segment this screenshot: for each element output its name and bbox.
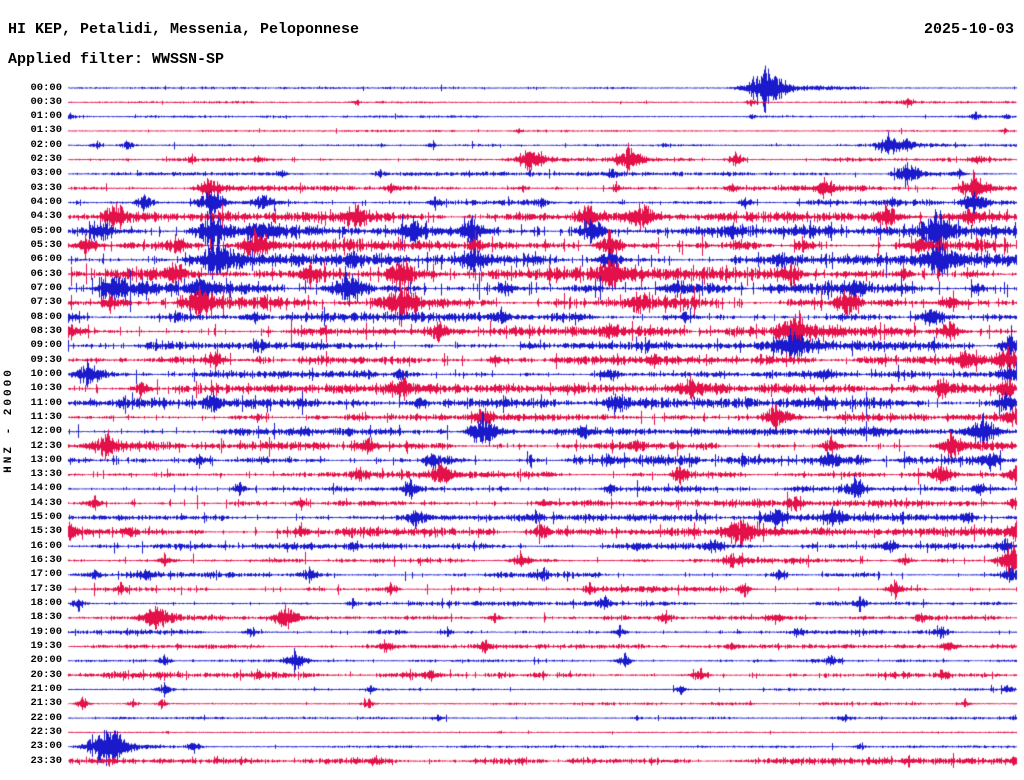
date-label: 2025-10-03 — [923, 21, 1014, 38]
time-label: 12:30 — [30, 439, 62, 452]
time-label: 07:30 — [30, 296, 62, 309]
time-label: 02:00 — [30, 138, 62, 151]
time-label: 20:30 — [30, 668, 62, 681]
time-label: 13:00 — [30, 453, 62, 466]
time-label: 08:00 — [30, 310, 62, 323]
time-label: 21:00 — [30, 682, 62, 695]
time-label: 18:00 — [30, 597, 62, 610]
time-label: 09:00 — [30, 339, 62, 352]
time-label: 03:30 — [30, 181, 62, 194]
time-label: 10:00 — [30, 367, 62, 380]
time-label: 02:30 — [30, 153, 62, 166]
time-label: 05:30 — [30, 239, 62, 252]
time-label: 04:30 — [30, 210, 62, 223]
time-label: 19:00 — [30, 625, 62, 638]
time-label: 01:00 — [30, 110, 62, 123]
time-label: 09:30 — [30, 353, 62, 366]
time-label: 14:30 — [30, 496, 62, 509]
time-label: 11:30 — [30, 410, 62, 423]
time-label: 12:00 — [30, 425, 62, 438]
station-title: HI KEP, Petalidi, Messenia, Peloponnese — [8, 21, 360, 38]
time-label: 08:30 — [30, 324, 62, 337]
filter-label: Applied filter: WWSSN-SP — [8, 51, 225, 68]
time-label: 06:00 — [30, 253, 62, 266]
time-label: 03:00 — [30, 167, 62, 180]
time-label: 04:00 — [30, 196, 62, 209]
time-label: 11:00 — [30, 396, 62, 409]
time-labels: 00:00 00:30 01:00 01:30 02:00 02:30 03:00 03:30… — [0, 0, 62, 780]
time-label: 01:30 — [30, 124, 62, 137]
time-label: 23:00 — [30, 740, 62, 753]
time-label: 15:00 — [30, 511, 62, 524]
time-label: 22:30 — [30, 725, 62, 738]
time-label: 17:30 — [30, 582, 62, 595]
time-label: 00:30 — [30, 95, 62, 108]
time-label: 19:30 — [30, 639, 62, 652]
time-label: 20:00 — [30, 654, 62, 667]
time-label: 23:30 — [30, 754, 62, 767]
time-label: 13:30 — [30, 468, 62, 481]
time-label: 21:30 — [30, 697, 62, 710]
time-label: 17:00 — [30, 568, 62, 581]
time-label: 06:30 — [30, 267, 62, 280]
time-label: 18:30 — [30, 611, 62, 624]
time-label: 05:00 — [30, 224, 62, 237]
time-label: 15:30 — [30, 525, 62, 538]
time-label: 16:30 — [30, 554, 62, 567]
time-label: 07:00 — [30, 281, 62, 294]
time-label: 10:30 — [30, 382, 62, 395]
time-label: 00:00 — [30, 81, 62, 94]
time-label: 22:00 — [30, 711, 62, 724]
time-label: 14:00 — [30, 482, 62, 495]
time-label: 16:00 — [30, 539, 62, 552]
